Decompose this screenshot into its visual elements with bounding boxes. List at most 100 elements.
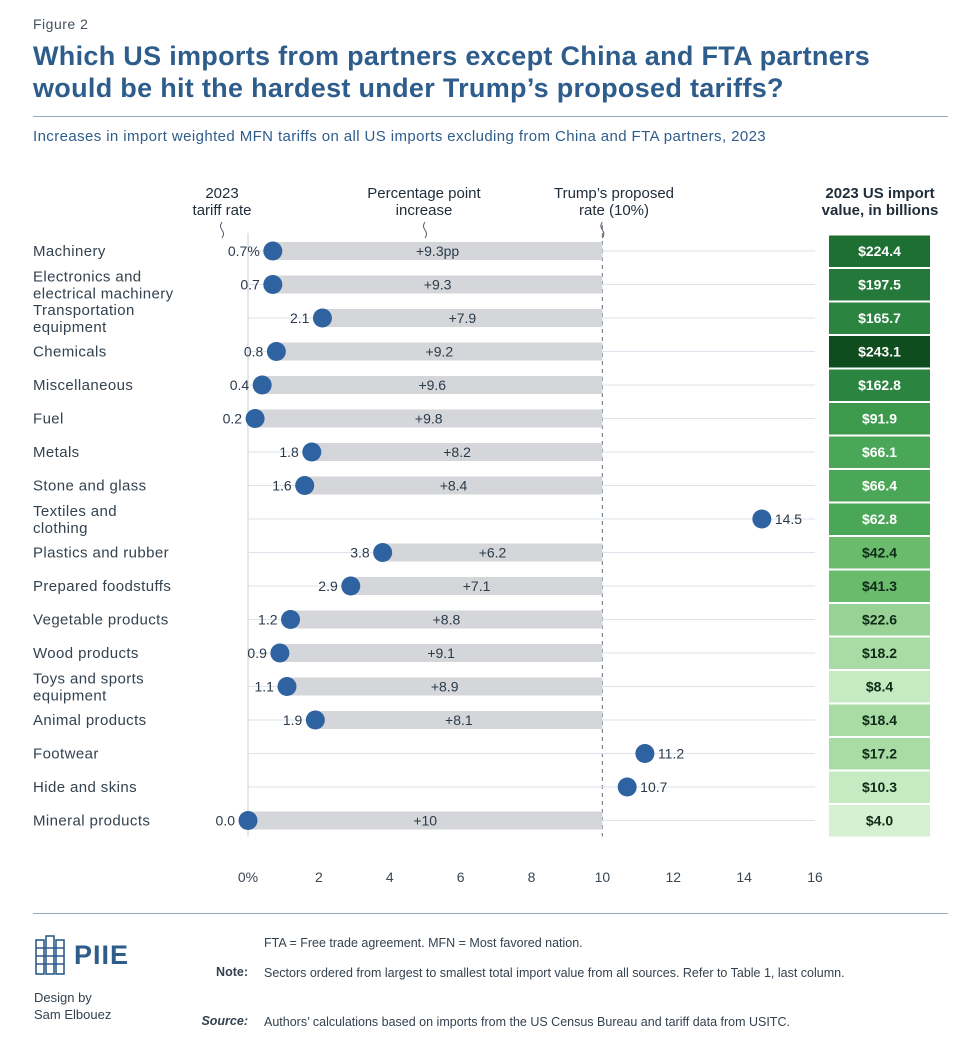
tariff-rate-label: 0.8 [244,344,264,360]
import-value-label: $62.8 [862,511,897,527]
increase-bar [322,309,603,327]
proposed-arrow-icon [600,221,605,239]
tariff-rate-label: 1.2 [258,612,278,628]
tariff-rate-label: 0.9 [247,645,267,661]
footer-divider [33,913,948,914]
import-value-cell [829,369,930,401]
title-line-1: Which US imports from partners except Ch… [33,41,871,71]
import-value-cell [829,738,930,770]
tariff-rate-label: 0.2 [223,411,243,427]
category-label: Plastics and rubber [33,545,169,562]
source-key: Source: [201,1014,248,1028]
import-value-cell [829,503,930,535]
category-label-line: Electronics and [33,269,142,286]
tariff-dot [302,442,322,462]
import-value-label: $91.9 [862,411,897,427]
chart-title: Which US imports from partners except Ch… [33,40,953,104]
increase-label: +7.1 [463,578,491,594]
category-label-line: Prepared foodstuffs [33,578,171,595]
tariff-dot [373,543,393,562]
category-label: Transportation equipment [33,302,135,336]
category-label-line: Stone and glass [33,478,147,495]
increase-bar [304,476,603,495]
increase-label: +8.2 [443,444,471,460]
tariff-dot [617,777,637,797]
tariff-rate-label: 0.7% [228,243,260,259]
import-value-header-line2: value, in billions [821,202,939,219]
import-value-cell [829,537,930,569]
category-label-line: Vegetable products [33,612,169,629]
import-value-header-line1: 2023 US import [825,185,935,202]
tariff-dot [238,811,258,830]
logo-wordmark: PIIE [74,940,130,970]
import-value-cell [829,805,930,837]
import-value-cell [829,302,930,334]
import-value-label: $18.4 [862,712,897,728]
increase-arrow-icon [423,221,427,239]
increase-header: Percentage point increase [345,185,503,219]
import-value-label: $66.1 [862,444,897,460]
category-label: Mineral products [33,813,150,830]
import-value-header: 2023 US import value, in billions [806,185,954,219]
import-value-label: $165.7 [858,310,901,326]
tariff-rate-label: 2.9 [318,578,338,594]
tariff-rate-label: 2.1 [290,310,310,326]
category-label: Metals [33,444,80,461]
category-label: Wood products [33,645,139,662]
title-divider [33,116,948,117]
design-credit: Design by Sam Elbouez [34,989,111,1023]
tariff-dot [270,643,290,663]
category-label-line: equipment [33,319,107,336]
tariff-rate-header-line2: tariff rate [192,202,252,219]
import-value-label: $66.4 [862,478,897,494]
category-label-line: Plastics and rubber [33,545,169,562]
increase-label: +8.8 [433,612,461,628]
tariff-rate-label: 1.1 [255,679,275,695]
category-label: Chemicals [33,344,107,361]
tariff-dot [752,509,772,529]
category-label: Vegetable products [33,612,169,629]
tariff-dot [252,375,272,395]
source-text: Authors’ calculations based on imports f… [264,1015,790,1029]
category-label-line: Animal products [33,712,147,729]
tariff-rate-label: 0.4 [230,377,250,393]
category-label-line: Textiles and [33,503,117,520]
import-value-cell [829,637,930,669]
increase-bar [272,242,603,260]
abbreviations-note: FTA = Free trade agreement. MFN = Most f… [264,936,583,950]
tariff-dot [341,576,361,596]
category-label-line: Footwear [33,746,99,763]
import-value-label: $18.2 [862,645,897,661]
import-value-label: $22.6 [862,612,897,628]
import-value-label: $4.0 [866,813,893,829]
design-credit-line1: Design by [34,990,92,1005]
increase-bar [311,443,603,461]
x-tick-label: 0% [238,869,258,885]
x-tick-label: 2 [315,869,323,885]
proposed-rate-header-line2: rate (10%) [578,202,650,219]
increase-bars: +9.3pp +9.3 +7.9 +9.2 +9.6 +9.8 +8.2 +8.4 +6.2 +7… [248,242,603,830]
increase-bar [276,342,603,361]
increase-label: +9.3pp [416,243,459,259]
category-label-line: clothing [33,520,88,537]
category-label-line: Miscellaneous [33,377,133,394]
increase-header-line1: Percentage point [367,185,481,202]
category-label: Electronics and electrical machinery [33,269,174,303]
import-value-label: $197.5 [858,277,901,293]
tariff-dot [635,744,655,763]
piie-logo-icon [35,935,65,975]
tariff-rate-label: 1.6 [272,478,292,494]
import-value-cell [829,570,930,602]
tariff-rate-label: 1.9 [283,712,303,728]
increase-header-line2: increase [395,202,453,219]
increase-label: +10 [413,813,437,829]
tariff-rate-label: 14.5 [775,511,802,527]
increase-bar [286,677,603,696]
tariff-rate-label: 0.0 [216,813,236,829]
tariff-arrow-icon [220,221,224,239]
category-label-line: Machinery [33,243,106,260]
category-label-line: Hide and skins [33,779,137,796]
category-label-line: Wood products [33,645,139,662]
tariff-rate-label: 3.8 [350,545,370,561]
